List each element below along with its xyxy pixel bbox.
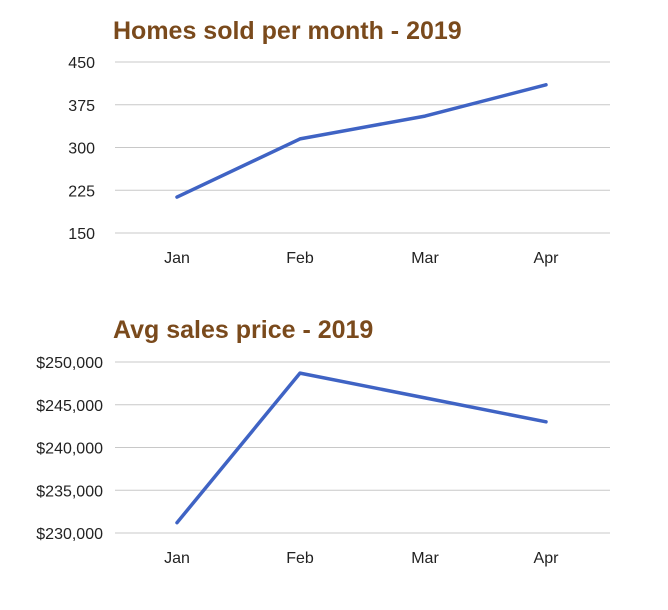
y-tick-label: 150 <box>68 226 95 243</box>
x-tick-label: Feb <box>286 250 314 267</box>
homes-sold-chart: Homes sold per month - 2019 450 375 300 225… <box>0 0 668 290</box>
y-tick-label: 450 <box>68 55 95 72</box>
x-tick-label: Jan <box>164 250 190 267</box>
data-point <box>423 396 427 400</box>
data-point <box>175 521 179 525</box>
x-tick-label: Mar <box>411 550 439 567</box>
x-tick-label: Apr <box>534 250 560 267</box>
data-point <box>175 195 179 199</box>
data-point <box>298 371 302 375</box>
data-point <box>423 114 427 118</box>
y-tick-label: $250,000 <box>36 355 103 372</box>
data-point <box>544 420 548 424</box>
y-tick-label: 300 <box>68 141 95 158</box>
x-tick-label: Feb <box>286 550 314 567</box>
x-tick-label: Mar <box>411 250 439 267</box>
x-tick-label: Apr <box>534 550 560 567</box>
y-tick-label: 375 <box>68 98 95 115</box>
y-tick-label: 225 <box>68 183 95 200</box>
series-line <box>175 83 548 199</box>
y-tick-label: $245,000 <box>36 398 103 415</box>
data-point <box>544 83 548 87</box>
series-line <box>175 371 548 525</box>
chart-title: Avg sales price - 2019 <box>113 316 374 344</box>
x-tick-label: Jan <box>164 550 190 567</box>
homes-sold-plot: 450 375 300 225 150 Jan Feb Mar Apr <box>68 55 610 267</box>
data-point <box>298 137 302 141</box>
y-tick-label: $230,000 <box>36 526 103 543</box>
y-tick-label: $235,000 <box>36 483 103 500</box>
y-tick-label: $240,000 <box>36 441 103 458</box>
avg-price-plot: $250,000 $245,000 $240,000 $235,000 $230,000… <box>36 355 610 567</box>
avg-price-chart: Avg sales price - 2019 $250,000 $245,000 $… <box>0 300 668 600</box>
chart-title: Homes sold per month - 2019 <box>113 17 462 45</box>
